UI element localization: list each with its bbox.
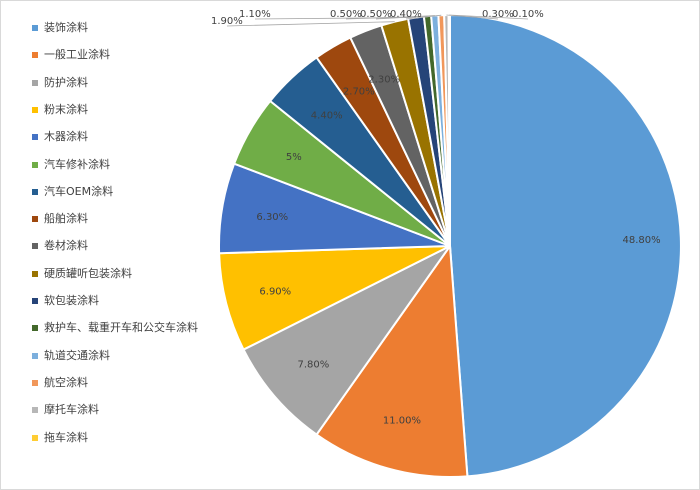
slice-data-label: 0.30% xyxy=(482,9,514,20)
legend-label: 航空涂料 xyxy=(44,375,88,389)
leader-line xyxy=(449,14,529,20)
pie-slice xyxy=(315,243,469,478)
legend-label: 摩托车涂料 xyxy=(44,403,99,417)
leader-line xyxy=(405,14,442,20)
legend-swatch xyxy=(32,188,38,195)
leader-line xyxy=(375,15,435,20)
slice-data-label: 0.50% xyxy=(330,9,362,20)
slice-data-label: 4.40% xyxy=(311,111,343,122)
slice-data-label: 1.10% xyxy=(239,9,271,20)
pie-slice xyxy=(242,245,451,436)
legend-label: 汽车OEM涂料 xyxy=(44,184,114,198)
legend-swatch xyxy=(32,270,38,277)
slice-data-label: 0.40% xyxy=(390,9,422,20)
slice-data-label: 5% xyxy=(286,152,302,163)
legend-label: 装饰涂料 xyxy=(44,21,88,34)
slice-data-label: 0.50% xyxy=(360,9,392,20)
slice-data-label: 2.70% xyxy=(343,87,375,98)
slice-data-label: 1.90% xyxy=(211,16,243,27)
legend-label: 轨道交通涂料 xyxy=(44,348,110,362)
legend-swatch xyxy=(32,25,38,31)
legend-label: 拖车涂料 xyxy=(44,430,88,444)
slice-data-label: 48.80% xyxy=(623,235,661,246)
legend-label: 救护车、载重开车和公交车涂料 xyxy=(44,321,198,335)
legend-swatch xyxy=(32,243,38,250)
leader-line xyxy=(226,21,395,27)
slice-data-label: 6.90% xyxy=(259,286,291,297)
legend-swatch xyxy=(32,298,38,304)
legend-label: 船舶涂料 xyxy=(44,212,88,226)
legend-swatch xyxy=(32,379,38,386)
legend-swatch xyxy=(32,216,38,223)
legend-swatch xyxy=(32,106,38,113)
legend-swatch xyxy=(32,407,38,414)
legend-swatch xyxy=(32,52,38,59)
legend-label: 汽车修补涂料 xyxy=(44,157,110,171)
pie-slice xyxy=(449,13,682,478)
legend-swatch xyxy=(32,352,38,359)
legend-swatch xyxy=(32,79,38,86)
legend-label: 防护涂料 xyxy=(44,75,88,89)
slice-data-label: 7.80% xyxy=(298,359,330,370)
legend-label: 一般工业涂料 xyxy=(44,48,110,62)
legend-label: 硬质罐听包装涂料 xyxy=(44,266,132,280)
legend-label: 卷材涂料 xyxy=(44,239,88,253)
legend-swatch xyxy=(32,325,38,332)
legend-label: 软包装涂料 xyxy=(44,294,99,307)
legend-swatch xyxy=(32,161,38,168)
slice-data-label: 11.00% xyxy=(383,416,421,427)
slice-data-label: 6.30% xyxy=(256,212,288,223)
legend-label: 粉末涂料 xyxy=(44,102,88,116)
legend-label: 木器涂料 xyxy=(44,130,88,144)
slice-data-label: 0.10% xyxy=(512,9,544,20)
legend-swatch xyxy=(32,434,38,441)
legend-swatch xyxy=(32,134,38,141)
slice-data-label: 2.30% xyxy=(368,74,400,85)
